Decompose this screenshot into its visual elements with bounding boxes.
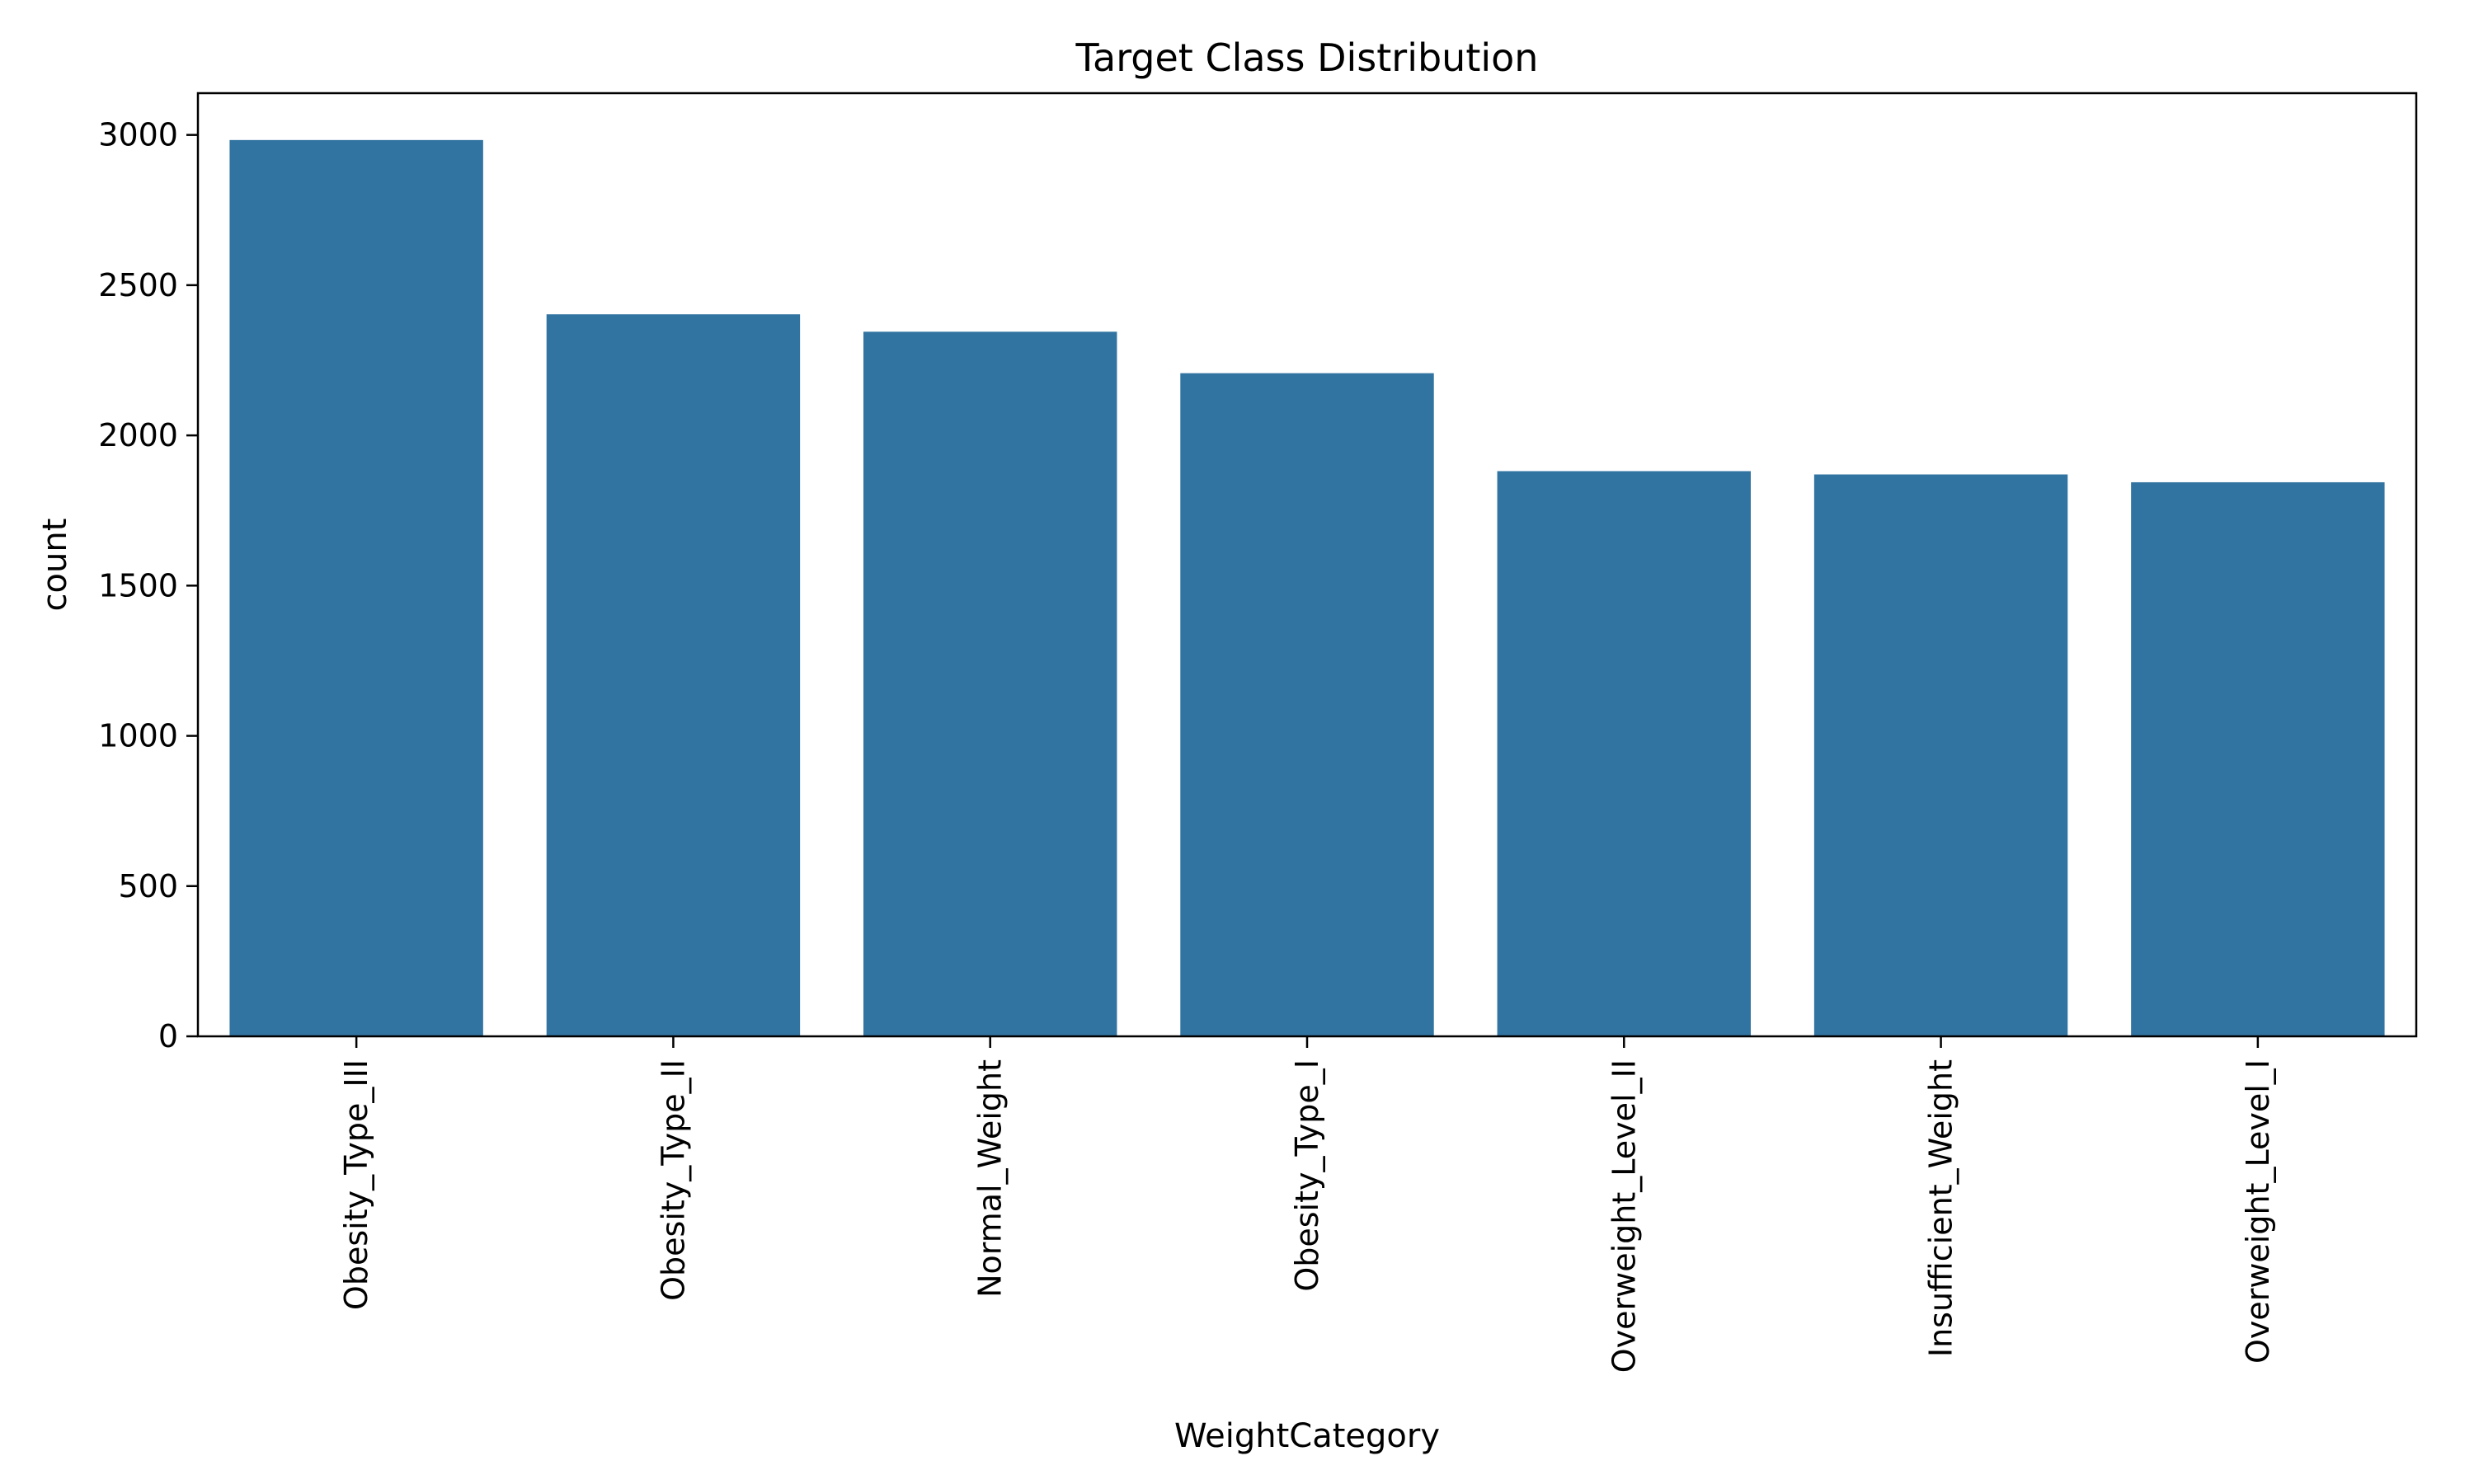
bar-insufficient-weight	[1813, 474, 2068, 1036]
x-tick-label: Obesity_Type_III	[338, 1059, 374, 1310]
x-tick-label: Overweight_Level_II	[1606, 1059, 1642, 1373]
y-tick-label: 500	[118, 868, 178, 904]
x-axis-label: WeightCategory	[1174, 1417, 1440, 1455]
y-ticks-group: 0 500 1000 1500 2000 2500 3000	[98, 117, 198, 1054]
bar-overweight-level-ii	[1497, 471, 1751, 1036]
bar-obesity-type-iii	[229, 139, 483, 1037]
x-tick-label: Obesity_Type_I	[1289, 1059, 1325, 1292]
x-tick-label: Insufficient_Weight	[1923, 1059, 1959, 1357]
x-ticks-group: Obesity_Type_III Obesity_Type_II Normal_We…	[338, 1036, 2276, 1373]
plot-frame	[196, 92, 2418, 1038]
y-tick-label: 2500	[98, 267, 178, 303]
y-tick-label: 1000	[98, 718, 178, 754]
bar-obesity-type-ii	[546, 314, 801, 1037]
bar-normal-weight	[863, 331, 1117, 1037]
y-axis-label: count	[36, 519, 74, 612]
bar-obesity-type-i	[1180, 373, 1434, 1036]
y-tick-label: 1500	[98, 567, 178, 603]
chart-title: Target Class Distribution	[1075, 35, 1539, 80]
x-tick-label: Obesity_Type_II	[655, 1059, 691, 1301]
x-tick-label: Overweight_Level_I	[2240, 1059, 2276, 1364]
bar-overweight-level-i	[2131, 481, 2385, 1036]
x-tick-label: Normal_Weight	[972, 1059, 1009, 1298]
y-tick-label: 3000	[98, 117, 178, 153]
bars-group	[229, 139, 2385, 1037]
y-tick-label: 0	[158, 1018, 178, 1054]
y-tick-label: 2000	[98, 417, 178, 453]
